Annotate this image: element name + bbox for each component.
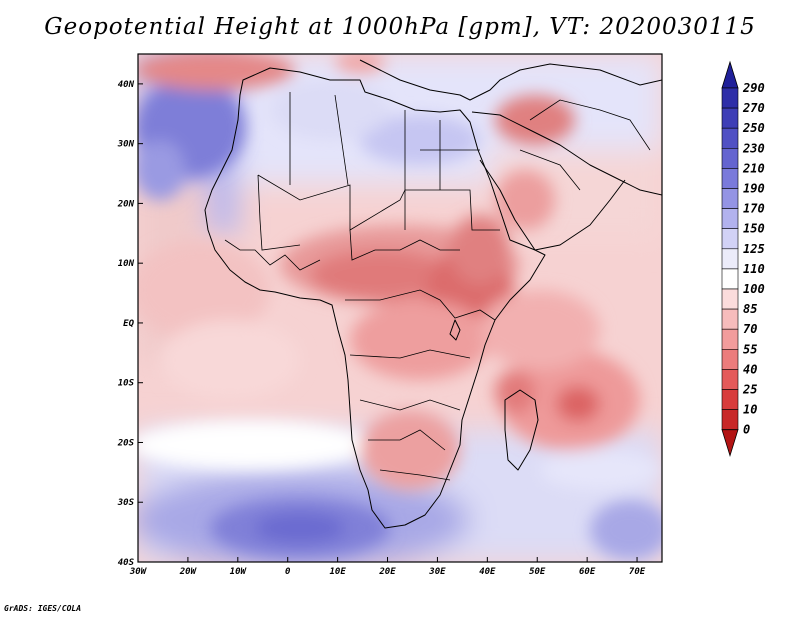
colorbar-swatch [721,87,739,109]
colorbar-label: 190 [743,182,765,196]
madagascar-outline [504,389,539,471]
colorbar-bottom-triangle [721,429,739,458]
colorbar-swatch [721,369,739,390]
lon-tick-label: 10E [329,567,346,577]
colorbar-label: 230 [742,141,765,155]
colorbar-label: 110 [743,262,765,276]
lon-tick-label: 30W [129,567,148,577]
colorbar-label: 125 [743,242,765,256]
lake-victoria [449,319,461,341]
lat-tick-label: 30N [117,140,135,150]
lat-tick-label: 10N [118,259,135,269]
lon-tick-label: 30E [428,567,446,577]
eurasia-coast [359,59,662,101]
colorbar-swatch [721,248,739,270]
country-borders [224,92,651,481]
height-field [138,54,662,562]
colorbar-label: 100 [743,282,765,296]
africa-coastline [204,67,546,529]
colorbar-label: 0 [743,423,750,437]
lon-tick-label: 0 [285,567,291,577]
colorbar-top-triangle [721,60,739,89]
colorbar-label: 70 [743,322,757,336]
lon-tick-label: 40E [479,567,496,577]
lat-tick-label: 40S [118,558,135,568]
colorbar-label: 10 [743,403,757,417]
colorbar-swatch [721,107,739,129]
colorbar-swatch [721,288,739,310]
lon-tick-label: 20W [179,567,198,577]
colorbar-swatch [721,348,739,370]
coastlines [204,59,662,529]
colorbar-label: 170 [743,202,765,216]
lat-tick-label: 20S [117,438,135,448]
colorbar-swatch [721,268,739,290]
arabia-south-coast [479,159,626,251]
colorbar-label: 55 [743,342,757,356]
plot-frame [137,53,663,563]
lat-tick-label: EQ [123,319,134,329]
lon-tick-label: 60E [579,567,596,577]
lat-tick-label: 40N [118,80,135,90]
colorbar-label: 40 [743,362,757,376]
arabia-coast [471,111,662,196]
colorbar-swatch [721,168,739,189]
colorbar-label: 250 [742,121,765,135]
colorbar-swatch [721,188,739,209]
colorbar-swatch [721,328,739,350]
colorbar-swatch [721,308,739,330]
colorbar-label: 290 [742,81,765,95]
latitude-axis: 40N 30N 20N 10N EQ 10S 20S 30S 40S [117,80,143,568]
colorbar-swatch [721,228,739,250]
credit-text: GrADS: IGES/COLA [4,604,82,613]
colorbar-label: 25 [742,383,757,397]
colorbar-label: 270 [742,101,765,115]
lat-tick-label: 10S [118,379,135,389]
colorbar-label: 150 [743,222,765,236]
colorbar-swatch [721,208,739,230]
lon-tick-label: 70E [629,567,646,577]
colorbar-swatch [721,409,739,431]
colorbar-label: 85 [743,302,757,316]
lon-tick-label: 50E [529,567,546,577]
longitude-axis: 30W 20W 10W 0 10E 20E 30E 40E 50E 60E 70E [129,557,646,577]
lon-tick-label: 10W [230,567,248,577]
lat-tick-label: 30S [117,498,135,508]
field-features [138,54,662,560]
colorbar-label: 210 [742,161,765,175]
lat-tick-label: 20N [117,199,135,209]
colorbar-swatch [721,148,739,169]
colorbar-swatch [721,127,739,149]
plot-title: Geopotential Height at 1000hPa [gpm], VT… [44,14,756,40]
colorbar: 2902702502302101901701501251101008570554… [721,60,765,458]
colorbar-swatch [721,389,739,410]
lon-tick-label: 20E [378,567,396,577]
